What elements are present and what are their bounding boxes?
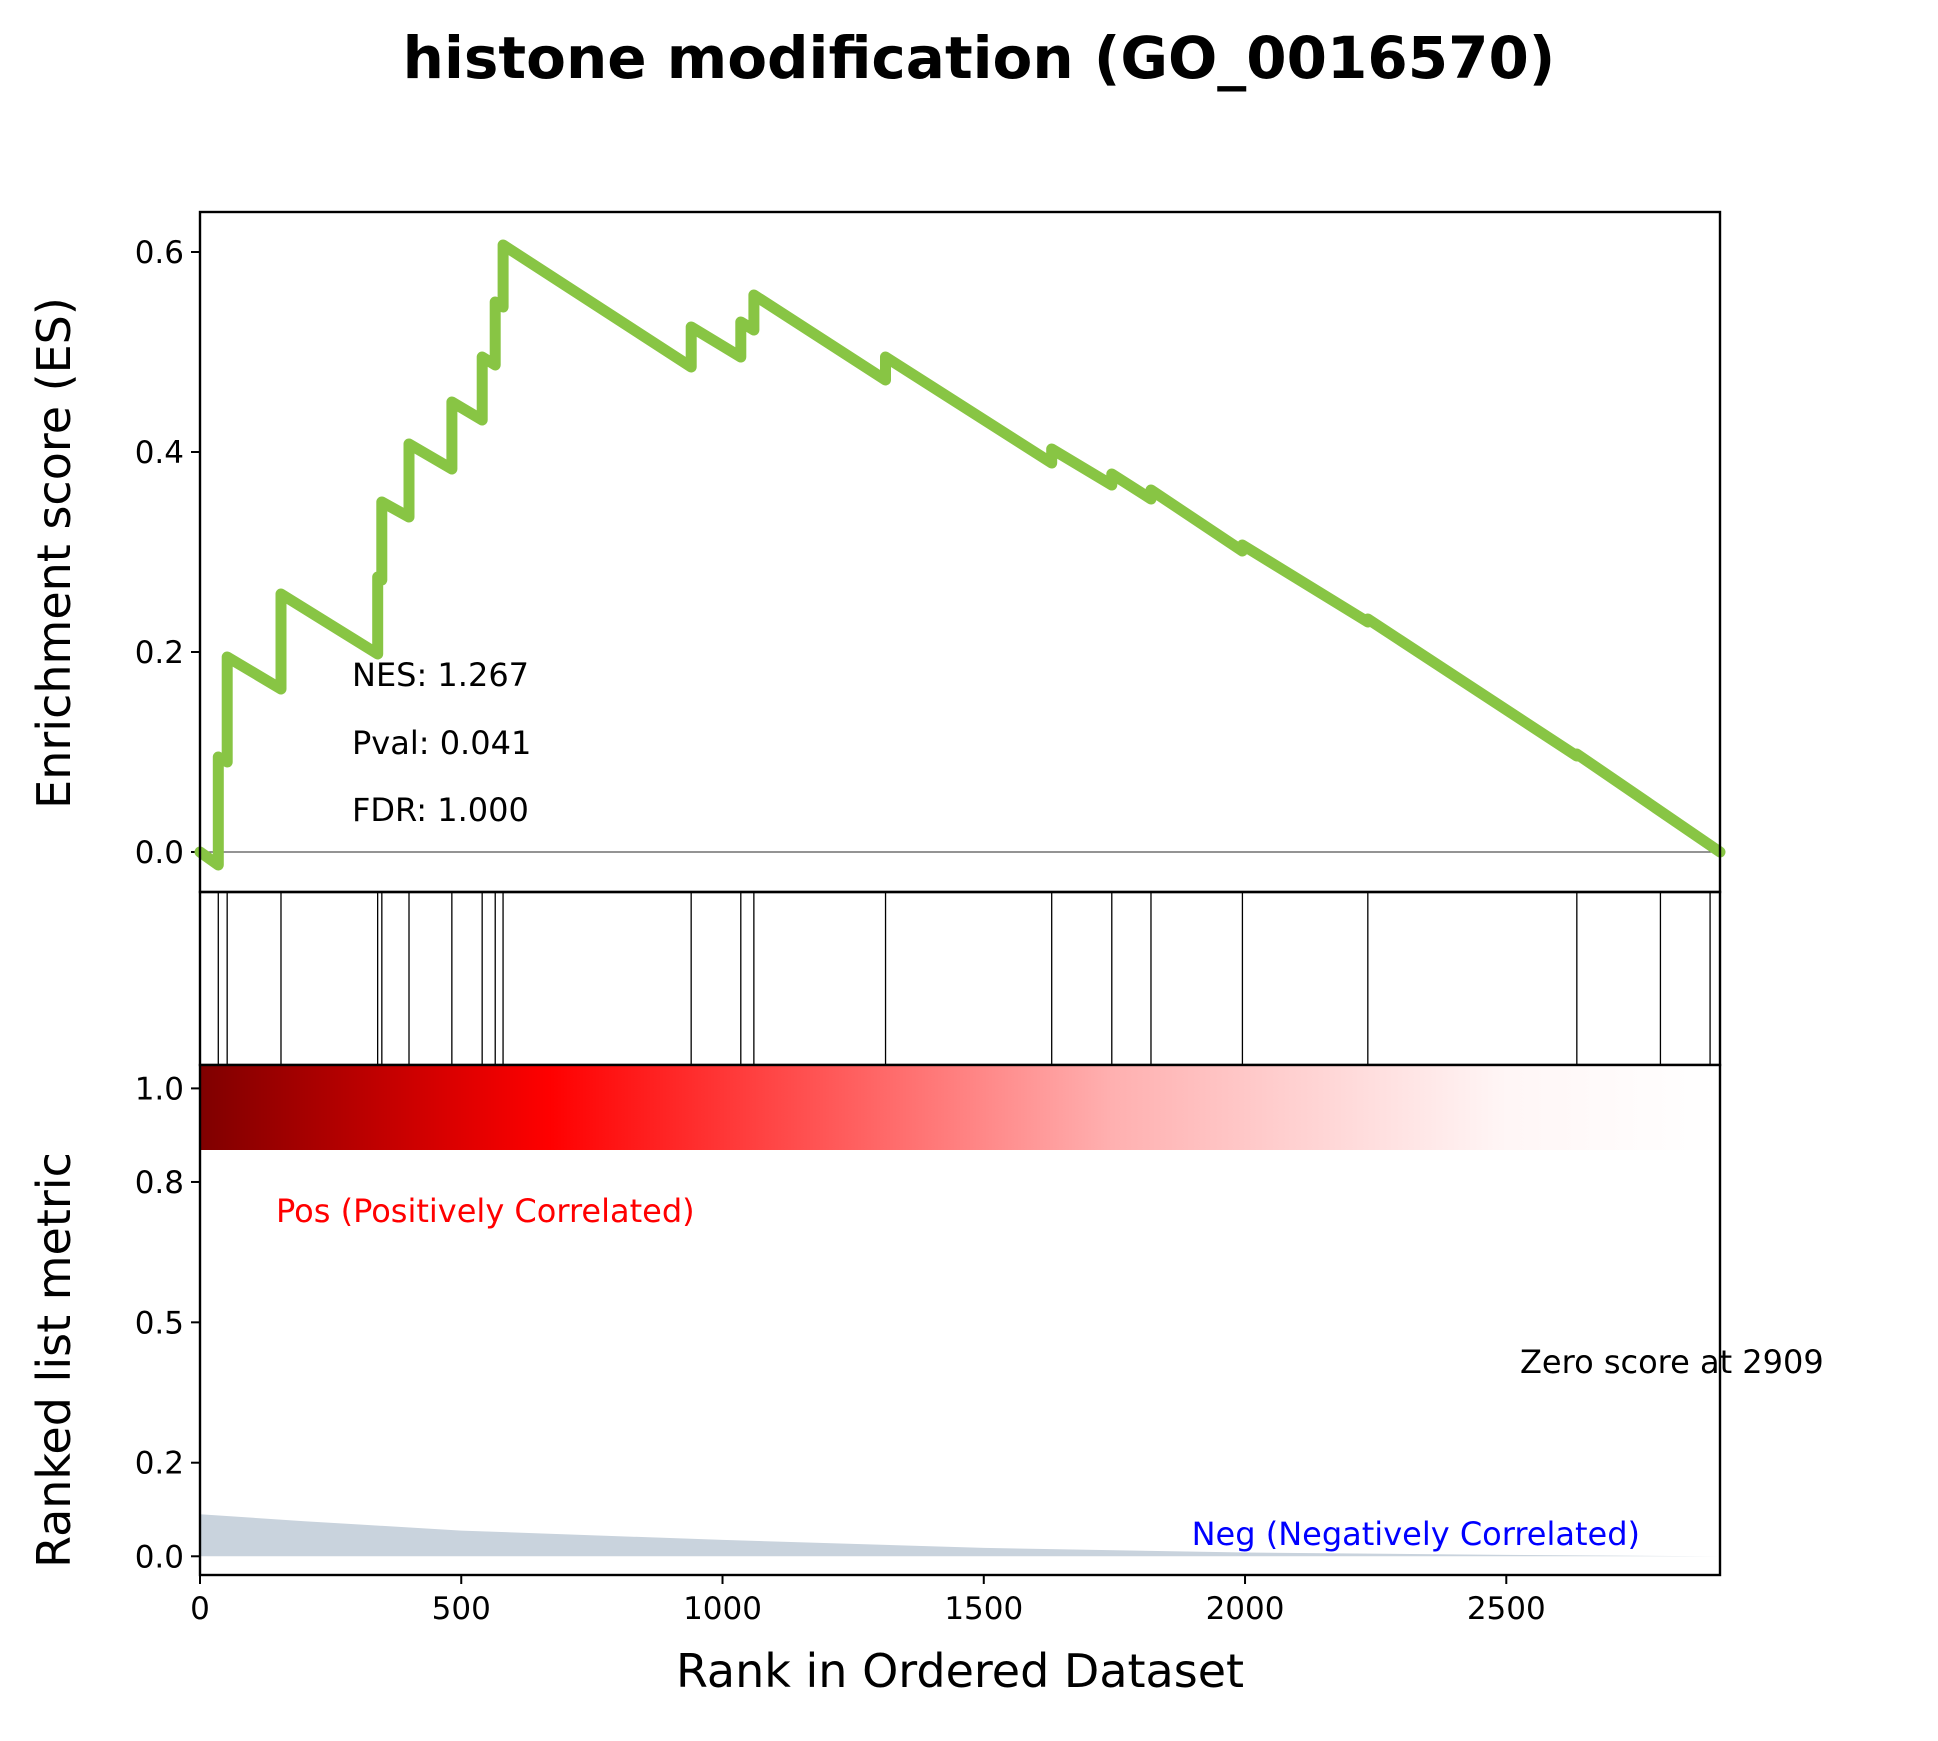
es-panel: 0.0 0.2 0.4 0.6 NES: 1.267 Pval: 0.041 FDR:… xyxy=(135,210,1726,894)
hits-panel xyxy=(198,890,1722,1067)
hit-lines xyxy=(217,892,1711,1065)
ranked-metric-area xyxy=(200,1514,1720,1557)
metric-y-tick-label: 0.0 xyxy=(135,1539,184,1575)
metric-y-axis-label: Ranked list metric xyxy=(27,1152,81,1568)
es-frame xyxy=(198,210,1722,894)
running-es-line xyxy=(194,239,1726,871)
es-y-ticks: 0.0 0.2 0.4 0.6 xyxy=(135,235,200,871)
correlation-heatmap-bar xyxy=(200,1065,1720,1150)
hits-frame xyxy=(198,890,1722,1067)
x-tick-label: 2500 xyxy=(1467,1591,1546,1627)
zero-score-label: Zero score at 2909 xyxy=(1520,1343,1824,1381)
x-tick-label: 1500 xyxy=(944,1591,1023,1627)
x-ticks: 0 500 1000 1500 2000 2500 xyxy=(190,1575,1546,1627)
chart-title: histone modification (GO_0016570) xyxy=(403,24,1556,92)
x-tick-label: 1000 xyxy=(683,1591,762,1627)
x-tick-label: 500 xyxy=(432,1591,491,1627)
x-tick-label: 0 xyxy=(190,1591,210,1627)
metric-y-tick-label: 0.2 xyxy=(135,1446,184,1482)
es-y-tick-label: 0.2 xyxy=(135,635,184,671)
x-axis-label: Rank in Ordered Dataset xyxy=(676,1644,1244,1698)
es-y-axis-label: Enrichment score (ES) xyxy=(27,297,81,809)
metric-frame xyxy=(198,1063,1722,1577)
metric-y-tick-label: 0.5 xyxy=(135,1305,184,1341)
metric-panel: 0.0 0.2 0.5 0.8 1.0 Pos (Positively Correlat… xyxy=(135,1063,1824,1577)
es-y-tick-label: 0.6 xyxy=(135,235,184,271)
neg-label: Neg (Negatively Correlated) xyxy=(1192,1515,1640,1553)
metric-y-ticks: 0.0 0.2 0.5 0.8 1.0 xyxy=(135,1071,200,1575)
nes-label: NES: 1.267 xyxy=(352,656,529,694)
pos-label: Pos (Positively Correlated) xyxy=(276,1192,695,1230)
metric-y-tick-label: 1.0 xyxy=(135,1071,184,1107)
metric-y-tick-label: 0.8 xyxy=(135,1165,184,1201)
fdr-label: FDR: 1.000 xyxy=(352,791,529,829)
pval-label: Pval: 0.041 xyxy=(352,724,531,762)
x-tick-label: 2000 xyxy=(1206,1591,1285,1627)
es-y-tick-label: 0.0 xyxy=(135,835,184,871)
es-y-tick-label: 0.4 xyxy=(135,435,184,471)
